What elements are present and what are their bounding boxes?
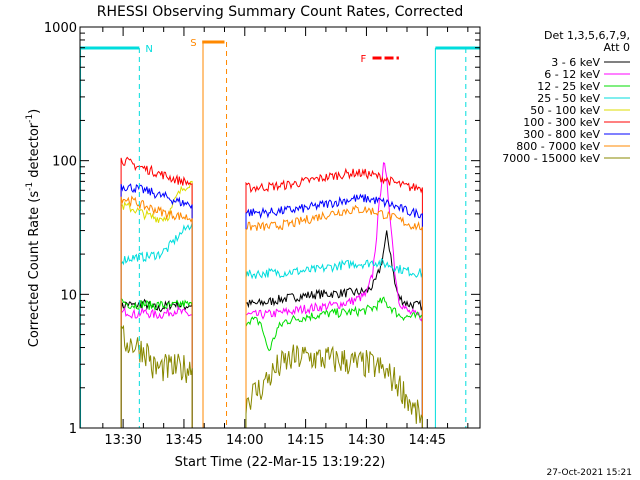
series-segment — [245, 193, 423, 428]
series-segment — [245, 296, 423, 428]
y-axis-label-end: ) — [27, 109, 42, 114]
legend-entry-label: 7000 - 15000 keV — [502, 152, 600, 165]
legend-entry-label: 6 - 12 keV — [544, 68, 600, 81]
series-segment — [120, 296, 193, 428]
chart-title: RHESSI Observing Summary Count Rates, Co… — [97, 4, 463, 20]
series-segment — [245, 167, 423, 428]
legend-entry-label: 800 - 7000 keV — [516, 140, 600, 153]
y-axis-label-sup2: -1 — [25, 114, 35, 123]
legend-entry-label: 3 - 6 keV — [551, 56, 600, 69]
x-tick-label: 14:00 — [226, 433, 263, 448]
series-segment — [245, 204, 423, 428]
x-tick-label: 14:45 — [409, 433, 446, 448]
series-25-50-kev-kev-line — [120, 223, 423, 428]
series-800-7000-kev-kev-line — [120, 195, 423, 428]
series-segment — [120, 156, 193, 428]
y-axis-label: Corrected Count Rate (s-1 detector-1) — [25, 109, 42, 347]
series-300-800-kev-kev-line — [120, 183, 423, 428]
y-tick-label: 1 — [69, 422, 77, 437]
y-axis-label-mid: detector — [27, 122, 42, 182]
series-segment — [120, 180, 193, 428]
series-segment — [120, 195, 193, 428]
series-100-300-kev-kev-line — [120, 156, 423, 428]
series-segment — [120, 324, 193, 428]
x-tick-label: 14:15 — [287, 433, 324, 448]
x-tick-label: 14:30 — [348, 433, 385, 448]
axes: 1 10 100 1000 13:30 13:45 14:00 14:15 14:30 14:45 — [44, 21, 481, 448]
series-50-100-kev-kev-line — [120, 180, 193, 428]
legend-entry-label: 100 - 300 keV — [523, 116, 600, 129]
legend-entry-label: 50 - 100 keV — [530, 104, 600, 117]
night-label: N — [145, 44, 152, 55]
legend-header-line: Att 0 — [604, 41, 630, 54]
y-tick-label: 1000 — [44, 21, 77, 36]
y-tick-label: 100 — [52, 155, 77, 170]
series-6-12-kev-kev-line — [120, 162, 423, 428]
series-segment — [245, 257, 423, 428]
x-tick-label: 13:45 — [165, 433, 202, 448]
y-axis-label-main: Corrected Count Rate (s — [27, 191, 42, 348]
plot-frame — [79, 26, 481, 429]
legend-entry-label: 25 - 50 keV — [537, 92, 600, 105]
legend-entry-label: 12 - 25 keV — [537, 80, 600, 93]
x-tick-label: 13:30 — [104, 433, 141, 448]
series-7000-15000-kev-kev-line — [120, 324, 423, 428]
series-segment — [120, 223, 193, 428]
footer-timestamp: 27-Oct-2021 15:21 — [547, 468, 632, 478]
series-12-25-kev-kev-line — [120, 296, 423, 428]
series-segment — [245, 344, 423, 428]
legend-entry-label: 300 - 800 keV — [523, 128, 600, 141]
plot-area — [120, 156, 423, 428]
flare-label: F — [361, 54, 367, 65]
series-segment — [245, 162, 423, 428]
saa-label: S — [190, 38, 196, 49]
y-axis-label-sup1: -1 — [25, 182, 35, 191]
y-tick-label: 10 — [60, 288, 77, 303]
series-segment — [120, 305, 193, 428]
legend-header-line: Det 1,3,5,6,7,9, — [544, 29, 630, 42]
series-segment — [120, 183, 193, 428]
series-segment — [245, 230, 423, 428]
x-axis-label: Start Time (22-Mar-15 13:19:22) — [175, 455, 386, 470]
